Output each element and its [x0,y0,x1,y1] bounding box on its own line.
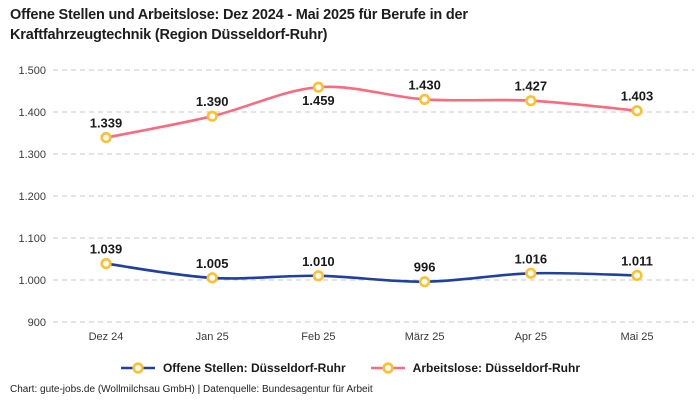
legend-line-marker-icon [120,362,155,374]
data-point-label: 1.010 [302,254,335,269]
data-point-marker [525,267,537,279]
x-axis-tick-label: Jan 25 [196,331,229,343]
x-axis-tick-label: Apr 25 [515,331,547,343]
y-axis-tick-label: 1.300 [18,149,46,161]
data-point-marker [312,270,325,282]
x-axis-tick-label: Mai 25 [620,331,653,343]
x-axis-tick-label: Feb 25 [301,331,335,343]
y-axis-tick-label: 1.400 [18,107,46,119]
data-point-marker [525,95,537,107]
legend-label: Offene Stellen: Düsseldorf-Ruhr [162,361,346,375]
legend-label: Arbeitslose: Düsseldorf-Ruhr [412,361,581,375]
data-point-marker [206,272,218,284]
legend-line-marker-icon [370,362,405,374]
data-point-marker [419,93,431,106]
attribution-footer: Chart: gute-jobs.de (Wollmilchsau GmbH) … [10,384,373,395]
data-point-label: 1.459 [302,93,335,108]
series-line [104,85,639,139]
y-axis-tick-label: 1.000 [18,275,46,287]
chart-title-line-1: Offene Stellen und Arbeitslose: Dez 2024… [10,7,468,23]
chart-legend: Offene Stellen: Düsseldorf-Ruhr Arbeitslo… [0,358,700,378]
data-point-label: 1.427 [515,79,548,94]
y-axis-tick-label: 900 [28,317,46,329]
legend-item: Arbeitslose: Düsseldorf-Ruhr [370,361,580,375]
line-chart-canvas: 900 1.000 1.100 1.200 1.300 1.400 1.500 Dez 24 J… [18,65,694,343]
data-point-marker [312,81,325,93]
data-point-label: 1.390 [196,94,229,109]
x-axis-tick-label: März 25 [405,331,445,343]
data-point-label: 1.339 [90,116,123,131]
x-axis-tick-label: Dez 24 [89,331,124,343]
data-point-marker [100,258,112,270]
y-axis-tick-label: 1.200 [18,191,46,203]
series-line [104,262,639,284]
data-point-marker [419,276,431,288]
legend-item: Offene Stellen: Düsseldorf-Ruhr [120,361,346,375]
data-point-marker [206,110,218,122]
data-point-label: 1.011 [621,253,653,268]
data-point-label: 1.430 [408,77,441,92]
data-point-marker [631,105,643,117]
data-point-marker [100,131,112,144]
data-point-label: 1.005 [196,256,229,271]
y-axis-tick-label: 1.500 [18,65,46,77]
data-point-label: 1.039 [90,242,123,257]
data-point-marker [631,269,643,281]
y-axis-tick-label: 1.100 [18,233,46,245]
data-point-label: 1.016 [515,251,548,266]
chart-title: Offene Stellen und Arbeitslose: Dez 2024… [10,5,468,45]
data-point-label: 996 [414,260,436,275]
data-point-label: 1.403 [621,89,654,104]
chart-title-line-2: Kraftfahrzeugtechnik (Region Düsseldorf-… [10,27,328,43]
